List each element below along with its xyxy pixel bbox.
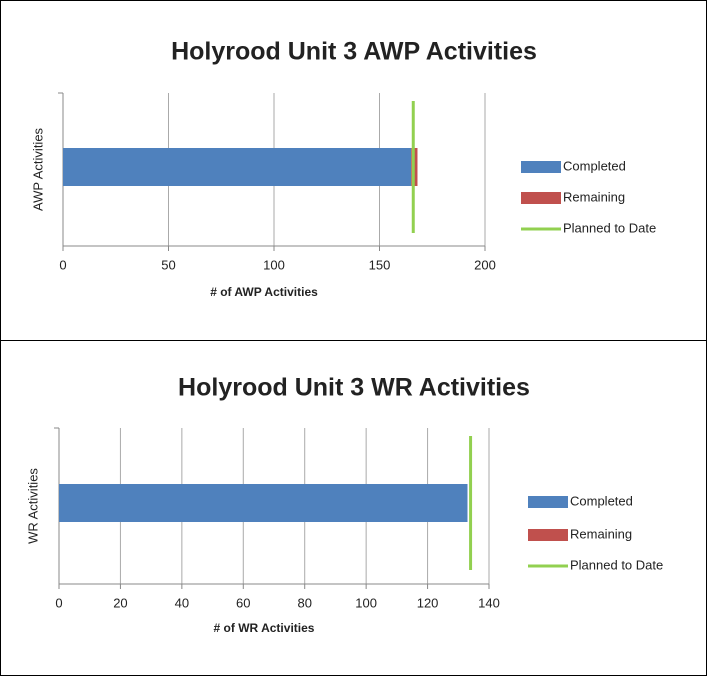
- y-axis-label: AWP Activities: [30, 127, 45, 211]
- x-tick-label: 40: [175, 595, 189, 610]
- chart-title: Holyrood Unit 3 WR Activities: [178, 374, 530, 402]
- legend-swatch: [521, 161, 561, 173]
- legend-label: Completed: [563, 158, 626, 173]
- legend-label: Remaining: [563, 189, 625, 204]
- x-tick-label: 60: [236, 595, 250, 610]
- x-axis-label: # of WR Activities: [214, 621, 315, 635]
- x-tick-label: 100: [355, 595, 377, 610]
- x-tick-label: 150: [369, 257, 391, 272]
- legend-label: Remaining: [570, 526, 632, 541]
- x-tick-label: 120: [417, 595, 439, 610]
- x-tick-label: 100: [263, 257, 285, 272]
- x-tick-label: 140: [478, 595, 500, 610]
- bar-segment: [59, 484, 468, 522]
- chart-panel: Holyrood Unit 3 AWP Activities 0 50 100 150 2…: [30, 38, 656, 300]
- chart-title: Holyrood Unit 3 AWP Activities: [171, 38, 537, 66]
- x-tick-label: 80: [297, 595, 311, 610]
- legend-swatch: [528, 529, 568, 541]
- legend-label: Completed: [570, 493, 633, 508]
- x-tick-label: 0: [59, 257, 66, 272]
- x-tick-label: 50: [161, 257, 175, 272]
- x-tick-label: 20: [113, 595, 127, 610]
- x-tick-label: 200: [474, 257, 496, 272]
- legend-label: Planned to Date: [570, 557, 663, 572]
- x-axis-label: # of AWP Activities: [210, 285, 318, 299]
- bar-segment: [63, 148, 412, 186]
- chart-panel: Holyrood Unit 3 WR Activities 0 20 40 60 80 10…: [1, 340, 706, 635]
- legend-swatch: [528, 496, 568, 508]
- y-axis-label: WR Activities: [25, 468, 40, 544]
- legend-label: Planned to Date: [563, 220, 656, 235]
- x-tick-label: 0: [55, 595, 62, 610]
- legend-swatch: [521, 192, 561, 204]
